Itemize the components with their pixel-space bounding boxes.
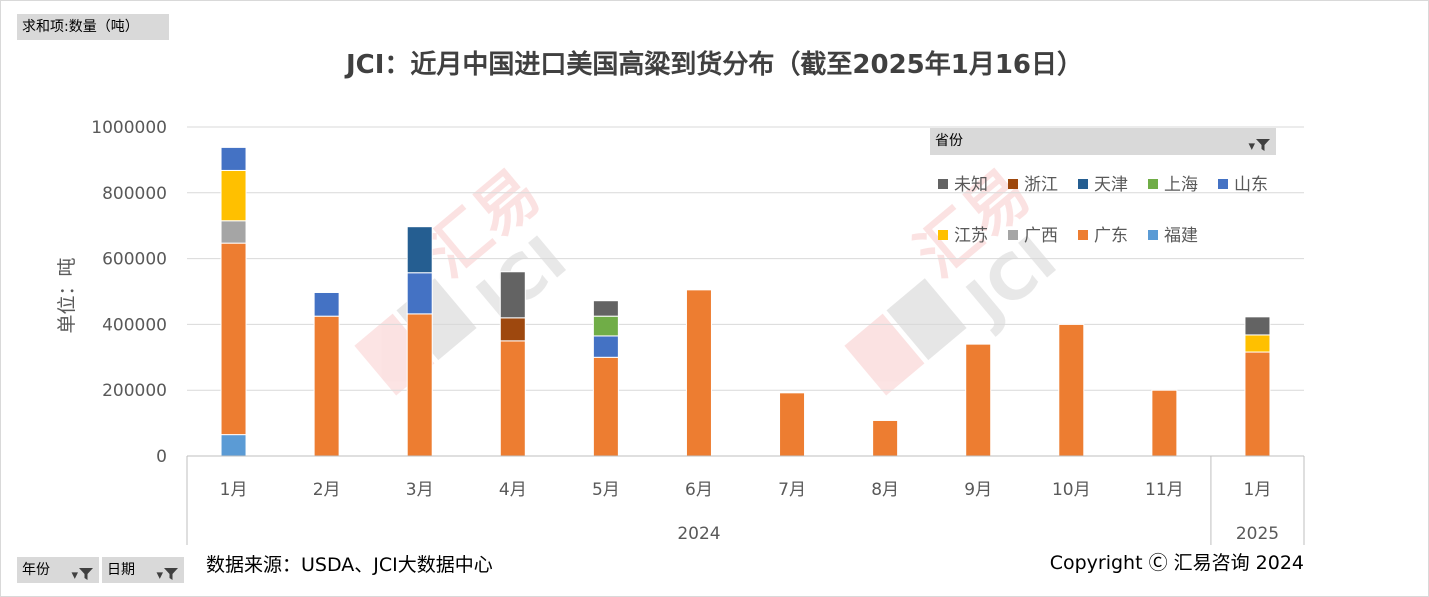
legend-label: 广东 xyxy=(1094,226,1128,246)
legend-swatch xyxy=(1008,179,1018,189)
chart-title: JCI：近月中国进口美国高粱到货分布（截至2025年1月16日） xyxy=(345,50,1084,80)
legend-swatch xyxy=(1008,230,1018,240)
legend-swatch xyxy=(1078,230,1088,240)
year-field-label: 年份 xyxy=(22,562,50,578)
legend-field-button[interactable]: 省份 ▾ xyxy=(930,128,1276,155)
filter-icon[interactable]: ▾ xyxy=(156,563,179,589)
year-field-button[interactable]: 年份 ▾ xyxy=(17,557,99,583)
legend-label: 天津 xyxy=(1094,175,1128,195)
date-field-label: 日期 xyxy=(107,562,135,578)
legend-label: 福建 xyxy=(1164,226,1198,246)
value-field-button[interactable]: 求和项:数量（吨） xyxy=(17,14,169,40)
legend-label: 广西 xyxy=(1024,226,1058,246)
legend-label: 江苏 xyxy=(954,226,988,246)
value-field-label: 求和项:数量（吨） xyxy=(22,19,139,35)
legend-swatch xyxy=(1218,179,1228,189)
legend-swatch xyxy=(1078,179,1088,189)
legend-item: 浙江 xyxy=(1008,170,1058,195)
filter-icon[interactable]: ▾ xyxy=(1248,134,1271,160)
date-field-button[interactable]: 日期 ▾ xyxy=(102,557,184,583)
legend-item: 福建 xyxy=(1148,221,1198,246)
legend-item: 广东 xyxy=(1078,221,1128,246)
legend-item: 未知 xyxy=(938,170,988,195)
legend-item: 上海 xyxy=(1148,170,1198,195)
legend-item: 广西 xyxy=(1008,221,1058,246)
legend-field-label: 省份 xyxy=(935,133,963,149)
legend-item: 山东 xyxy=(1218,170,1268,195)
legend-swatch xyxy=(1148,179,1158,189)
legend-label: 未知 xyxy=(954,175,988,195)
legend-swatch xyxy=(938,179,948,189)
legend-swatch xyxy=(1148,230,1158,240)
filter-icon[interactable]: ▾ xyxy=(71,563,94,589)
legend-label: 浙江 xyxy=(1024,175,1058,195)
data-source-note: 数据来源：USDA、JCI大数据中心 xyxy=(206,554,493,576)
copyright-note: Copyright Ⓒ 汇易咨询 2024 xyxy=(1049,552,1304,574)
legend-label: 山东 xyxy=(1234,175,1268,195)
legend-label: 上海 xyxy=(1164,175,1198,195)
legend-swatch xyxy=(938,230,948,240)
legend-item: 江苏 xyxy=(938,221,988,246)
legend-item: 天津 xyxy=(1078,170,1128,195)
